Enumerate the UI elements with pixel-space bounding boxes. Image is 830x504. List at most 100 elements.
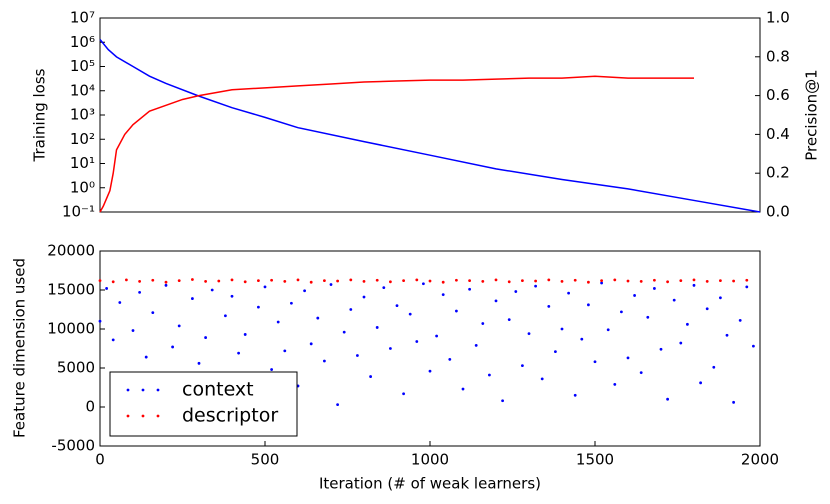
scatter-point xyxy=(177,324,181,328)
scatter-point xyxy=(732,279,735,283)
scatter-point xyxy=(290,301,293,305)
y-tick-label: -5000 xyxy=(51,437,95,455)
scatter-point xyxy=(217,279,221,283)
scatter-point xyxy=(118,301,122,304)
scatter-point xyxy=(105,287,108,290)
scatter-point xyxy=(309,342,313,346)
scatter-point xyxy=(534,284,537,288)
scatter-point xyxy=(151,278,155,282)
scatter-point xyxy=(349,308,353,311)
scatter-point xyxy=(600,279,603,283)
scatter-point xyxy=(468,287,471,291)
scatter-point xyxy=(455,278,458,282)
scatter-point xyxy=(494,299,498,303)
x-tick-label: 500 xyxy=(251,451,280,469)
y2-tick-label: 0.8 xyxy=(766,47,790,65)
scatter-point xyxy=(415,340,419,343)
scatter-point xyxy=(164,283,168,287)
y-tick-label: 10¹ xyxy=(70,154,95,172)
y-tick-label: 10⁶ xyxy=(70,33,95,51)
scatter-point xyxy=(732,400,735,404)
data-line xyxy=(99,39,761,213)
scatter-point xyxy=(653,287,656,290)
legend-label: context xyxy=(182,379,254,401)
scatter-point xyxy=(441,280,445,284)
scatter-point xyxy=(349,278,353,282)
scatter-point xyxy=(501,399,504,403)
legend-marker xyxy=(156,388,160,392)
scatter-point xyxy=(402,279,405,283)
scatter-point xyxy=(197,361,201,365)
scatter-point xyxy=(540,377,544,381)
y2-tick-label: 1.0 xyxy=(766,9,790,27)
scatter-point xyxy=(560,327,564,331)
scatter-point xyxy=(705,307,709,311)
scatter-point xyxy=(481,322,485,325)
scatter-point xyxy=(686,322,689,326)
scatter-point xyxy=(263,285,267,289)
scatter-point xyxy=(639,371,643,375)
scatter-point xyxy=(230,278,234,282)
scatter-point xyxy=(613,382,617,386)
scatter-point xyxy=(191,297,194,300)
scatter-point xyxy=(573,278,577,282)
scatter-point xyxy=(329,283,333,286)
legend-marker xyxy=(141,414,145,418)
scatter-point xyxy=(547,278,551,282)
y-tick-label: 10⁰ xyxy=(70,178,95,196)
scatter-point xyxy=(336,403,339,407)
scatter-point xyxy=(98,279,102,283)
legend-marker xyxy=(156,414,160,418)
scatter-point xyxy=(111,280,115,284)
y-tick-label: 5000 xyxy=(57,359,95,377)
scatter-point xyxy=(428,369,432,373)
x-tick-label: 0 xyxy=(95,451,105,469)
y2-tick-label: 0.0 xyxy=(766,203,790,221)
scatter-point xyxy=(138,280,142,283)
scatter-point xyxy=(230,294,234,298)
scatter-point xyxy=(151,311,155,315)
legend-label: descriptor xyxy=(182,405,278,427)
scatter-point xyxy=(468,279,471,283)
scatter-point xyxy=(593,360,597,364)
scatter-point xyxy=(428,279,432,283)
scatter-point xyxy=(679,279,683,283)
scatter-point xyxy=(672,298,676,302)
scatter-point xyxy=(679,341,683,345)
scatter-point xyxy=(171,345,175,349)
y-tick-label: 10000 xyxy=(47,320,95,338)
scatter-point xyxy=(316,316,320,320)
scatter-point xyxy=(389,347,392,350)
scatter-point xyxy=(257,305,260,309)
scatter-point xyxy=(745,278,749,282)
y-tick-label: 20000 xyxy=(47,242,95,260)
scatter-point xyxy=(270,368,273,371)
scatter-point xyxy=(191,278,194,281)
scatter-point xyxy=(204,336,208,339)
scatter-point xyxy=(342,330,346,334)
scatter-point xyxy=(587,303,590,307)
scatter-point xyxy=(237,351,241,355)
scatter-point xyxy=(745,285,749,289)
scatter-point xyxy=(369,375,372,378)
scatter-point xyxy=(210,288,214,292)
scatter-point xyxy=(626,356,630,360)
scatter-point xyxy=(481,280,485,283)
scatter-point xyxy=(600,281,603,285)
scatter-point xyxy=(243,280,247,284)
scatter-point xyxy=(488,373,491,377)
scatter-point xyxy=(461,387,465,391)
y2-tick-label: 0.2 xyxy=(766,164,790,182)
scatter-point xyxy=(323,359,326,363)
scatter-point xyxy=(402,392,405,396)
scatter-point xyxy=(613,278,617,282)
scatter-point xyxy=(738,319,742,322)
scatter-point xyxy=(606,328,610,332)
scatter-point xyxy=(639,280,643,283)
scatter-point xyxy=(283,349,287,353)
scatter-point xyxy=(362,280,366,283)
scatter-point xyxy=(521,279,524,283)
scatter-point xyxy=(362,295,366,299)
scatter-point xyxy=(587,280,590,284)
